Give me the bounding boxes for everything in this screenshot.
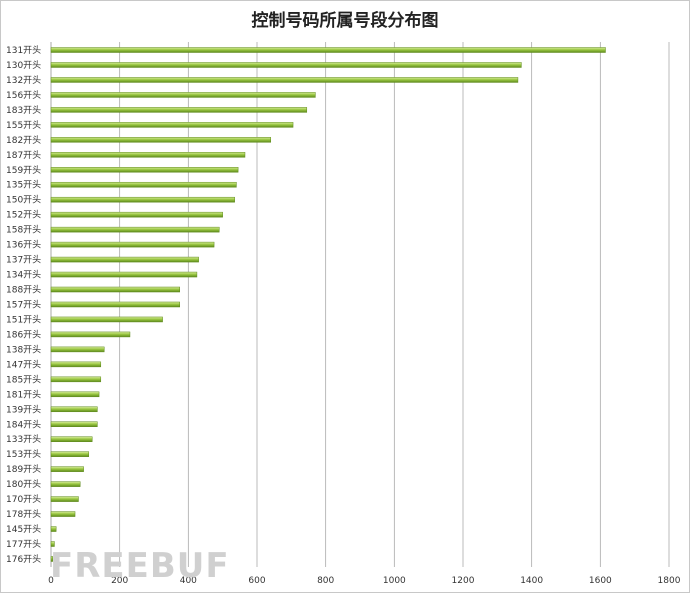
- category-label: 189开头: [6, 464, 41, 475]
- bar: [50, 541, 55, 547]
- bar: [50, 451, 90, 457]
- bar: [50, 316, 163, 323]
- category-label: 159开头: [6, 165, 41, 176]
- category-label: 156开头: [6, 90, 41, 101]
- bar: [50, 466, 84, 472]
- category-label: 135开头: [6, 180, 41, 191]
- x-tick-label: 1600: [589, 576, 612, 586]
- x-tick-label: 1800: [658, 576, 681, 586]
- category-label: 158开头: [6, 225, 41, 236]
- bar: [50, 361, 102, 368]
- category-label: 134开头: [6, 270, 41, 281]
- category-label: 136开头: [6, 240, 41, 251]
- category-label: 133开头: [6, 434, 41, 445]
- x-tick-label: 200: [111, 576, 128, 586]
- category-label: 182开头: [6, 135, 41, 146]
- category-label: 145开头: [6, 524, 41, 535]
- category-label: 187开头: [6, 150, 41, 161]
- bar: [50, 241, 215, 248]
- chart-title: 控制号码所属号段分布图: [251, 11, 439, 31]
- category-label: 178开头: [6, 509, 41, 520]
- category-label: 155开头: [6, 120, 41, 131]
- x-tick-label: 400: [180, 576, 197, 586]
- bar: [50, 226, 220, 233]
- x-tick-label: 800: [317, 576, 334, 586]
- category-label: 130开头: [6, 60, 41, 71]
- category-label: 139开头: [6, 404, 41, 415]
- category-label: 147开头: [6, 359, 41, 370]
- bar: [50, 271, 198, 278]
- x-tick-label: 0: [48, 576, 54, 586]
- x-tick-label: 1200: [452, 576, 475, 586]
- bar: [50, 47, 606, 53]
- category-label: 151开头: [6, 314, 41, 325]
- category-label: 131开头: [6, 45, 41, 56]
- category-label: 150开头: [6, 195, 41, 206]
- bar: [50, 301, 180, 308]
- bar: [50, 526, 57, 532]
- bar: [50, 196, 235, 203]
- x-tick-label: 1400: [520, 576, 543, 586]
- bar: [50, 62, 522, 68]
- bar: [50, 436, 93, 442]
- bar: [50, 421, 98, 427]
- category-label: 153开头: [6, 449, 41, 460]
- bar: [50, 481, 81, 487]
- bar: [50, 346, 105, 353]
- category-label: 177开头: [6, 539, 41, 550]
- bar: [50, 167, 239, 173]
- category-label: 132开头: [6, 75, 41, 86]
- bar: [50, 181, 237, 188]
- category-label: 188开头: [6, 285, 41, 296]
- bar: [50, 406, 98, 413]
- bars: [50, 47, 606, 562]
- bar: [50, 122, 294, 128]
- category-label: 180开头: [6, 479, 41, 490]
- bar: [50, 496, 79, 502]
- x-tick-label: 600: [248, 576, 265, 586]
- bar: [50, 556, 53, 562]
- category-labels: 131开头 130开头 132开头 156开头 183开头 155开头 182开头 187开头…: [6, 45, 41, 565]
- watermark-logo: FREEBUF: [50, 546, 230, 586]
- bar: [50, 77, 519, 83]
- bar: [50, 331, 131, 338]
- bar: [50, 391, 100, 398]
- category-label: 181开头: [6, 389, 41, 400]
- bar: [50, 256, 199, 263]
- category-label: 152开头: [6, 210, 41, 221]
- bar: [50, 286, 180, 293]
- bar: [50, 376, 102, 383]
- category-label: 186开头: [6, 329, 41, 340]
- x-tick-labels: 0 200 400 600 800 1000 1200 1400 1600 1800: [48, 576, 681, 586]
- category-label: 157开头: [6, 299, 41, 310]
- category-label: 137开头: [6, 255, 41, 266]
- bar: [50, 137, 271, 143]
- category-label: 183开头: [6, 105, 41, 116]
- category-label: 185开头: [6, 374, 41, 385]
- bar: [50, 107, 308, 113]
- x-tick-label: 1000: [383, 576, 406, 586]
- bar: [50, 152, 246, 158]
- category-label: 170开头: [6, 494, 41, 505]
- category-label: 184开头: [6, 419, 41, 430]
- bar: [50, 511, 76, 517]
- bar: [50, 211, 223, 218]
- bar: [50, 92, 316, 98]
- category-label: 138开头: [6, 344, 41, 355]
- category-label: 176开头: [6, 554, 41, 565]
